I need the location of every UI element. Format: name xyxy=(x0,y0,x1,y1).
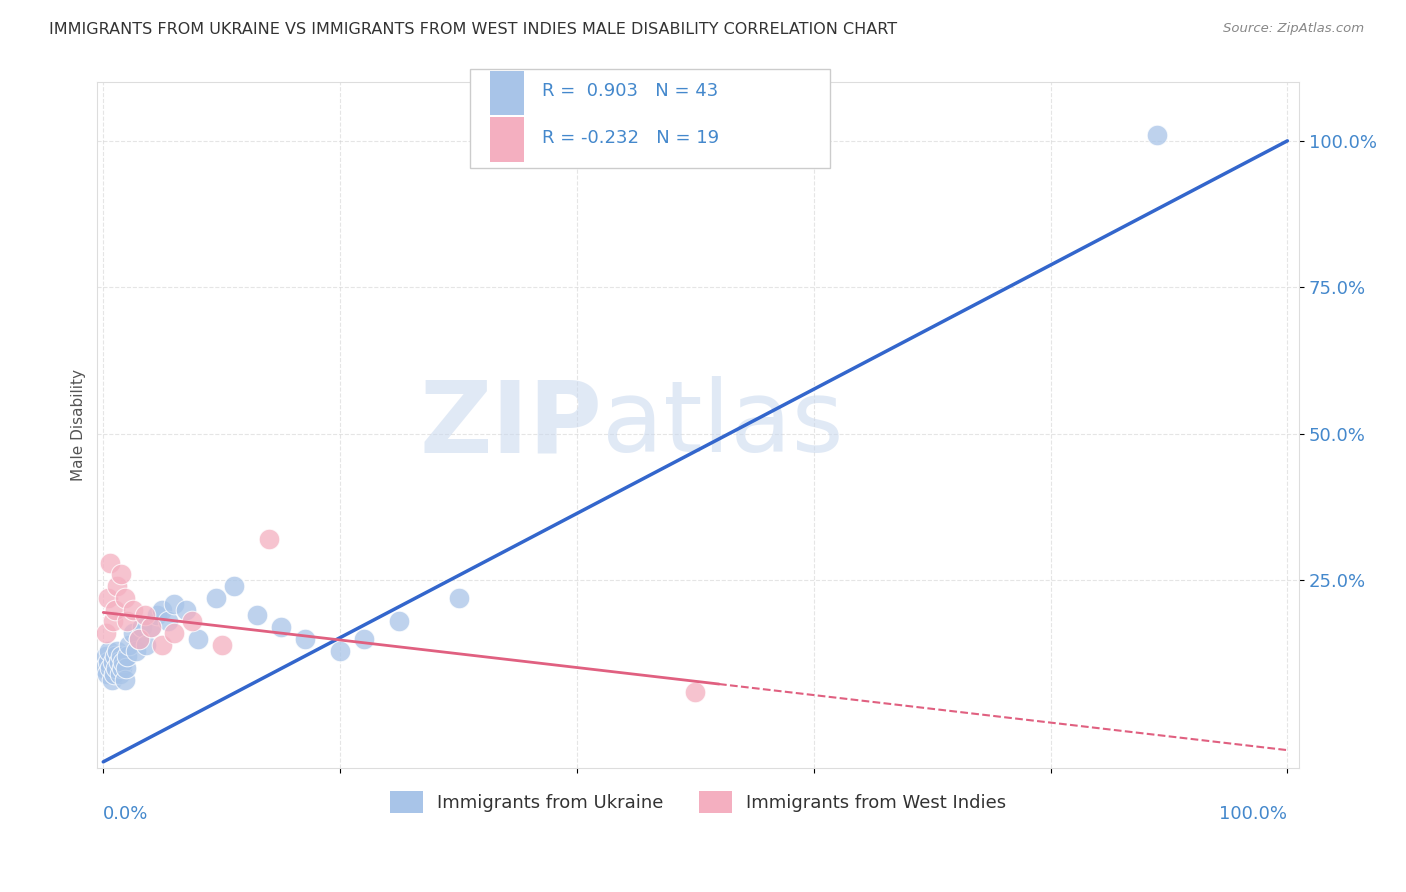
Text: 100.0%: 100.0% xyxy=(1219,805,1288,823)
Point xyxy=(107,579,129,593)
Point xyxy=(134,608,156,623)
Point xyxy=(94,649,117,664)
Text: atlas: atlas xyxy=(602,376,844,474)
Point xyxy=(107,643,129,657)
Point xyxy=(211,638,233,652)
Point xyxy=(174,602,197,616)
Point xyxy=(294,632,316,646)
Point xyxy=(100,673,122,687)
Point xyxy=(110,649,132,664)
FancyBboxPatch shape xyxy=(470,69,831,168)
Point xyxy=(181,614,204,628)
Point xyxy=(97,655,120,669)
Point xyxy=(125,643,148,657)
Point xyxy=(353,632,375,646)
Point xyxy=(100,556,122,570)
Point xyxy=(163,626,186,640)
Point xyxy=(114,661,136,675)
Point xyxy=(246,608,269,623)
Point xyxy=(110,567,132,582)
Point xyxy=(222,579,245,593)
Point xyxy=(329,643,352,657)
Legend: Immigrants from Ukraine, Immigrants from West Indies: Immigrants from Ukraine, Immigrants from… xyxy=(382,784,1014,821)
Point xyxy=(98,643,121,657)
Point xyxy=(131,620,153,634)
Point xyxy=(103,667,125,681)
Point xyxy=(118,638,141,652)
Point xyxy=(101,614,124,628)
Point xyxy=(139,620,162,634)
Point xyxy=(388,614,411,628)
Y-axis label: Male Disability: Male Disability xyxy=(72,369,86,481)
Point xyxy=(93,661,115,675)
Point xyxy=(101,655,124,669)
Text: 0.0%: 0.0% xyxy=(103,805,149,823)
Point xyxy=(122,626,145,640)
Point xyxy=(112,655,135,669)
Point xyxy=(152,638,174,652)
Point xyxy=(105,661,128,675)
Point xyxy=(108,667,131,681)
Point xyxy=(111,661,134,675)
Point xyxy=(187,632,209,646)
Point xyxy=(163,597,186,611)
Text: R =  0.903   N = 43: R = 0.903 N = 43 xyxy=(543,82,718,100)
Point xyxy=(128,632,150,646)
Text: R = -0.232   N = 19: R = -0.232 N = 19 xyxy=(543,128,718,146)
Point xyxy=(122,602,145,616)
Point xyxy=(94,626,117,640)
Text: Source: ZipAtlas.com: Source: ZipAtlas.com xyxy=(1223,22,1364,36)
Point xyxy=(115,649,138,664)
Point xyxy=(139,620,162,634)
FancyBboxPatch shape xyxy=(491,117,524,161)
Point xyxy=(152,602,174,616)
Point xyxy=(100,661,122,675)
Point xyxy=(114,591,136,605)
Point xyxy=(97,591,120,605)
Point xyxy=(685,684,707,698)
Point xyxy=(114,673,136,687)
Point xyxy=(157,614,180,628)
Point xyxy=(135,638,157,652)
Point xyxy=(115,614,138,628)
Text: IMMIGRANTS FROM UKRAINE VS IMMIGRANTS FROM WEST INDIES MALE DISABILITY CORRELATI: IMMIGRANTS FROM UKRAINE VS IMMIGRANTS FR… xyxy=(49,22,897,37)
Point xyxy=(145,608,167,623)
Point xyxy=(128,632,150,646)
Point xyxy=(104,602,127,616)
Point xyxy=(104,649,127,664)
FancyBboxPatch shape xyxy=(491,70,524,115)
Point xyxy=(96,667,118,681)
Point xyxy=(1146,128,1168,142)
Point xyxy=(107,655,129,669)
Point xyxy=(270,620,292,634)
Point xyxy=(257,533,280,547)
Point xyxy=(204,591,226,605)
Text: ZIP: ZIP xyxy=(419,376,602,474)
Point xyxy=(447,591,470,605)
